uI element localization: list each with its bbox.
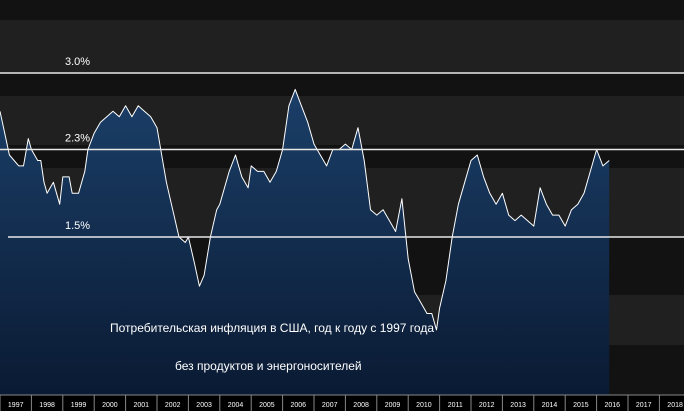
x-tick-label: 2009 (385, 402, 401, 409)
x-axis: 1997 1998 1999 2000 2001 2002 2003 2004 2005 2006… (0, 394, 684, 411)
x-tick-label: 1997 (8, 402, 24, 409)
x-tick-label: 1999 (71, 402, 87, 409)
x-tick-label: 2017 (636, 402, 652, 409)
annotation-line-2: без продуктов и энергоносителей (175, 359, 362, 373)
background-band (0, 0, 684, 20)
x-tick-label: 2007 (322, 402, 338, 409)
reference-label: 3.0% (65, 56, 90, 68)
series-line (0, 88, 610, 331)
x-tick-label: 2012 (479, 402, 495, 409)
x-tick-label: 2016 (605, 402, 621, 409)
x-tick-label: 2013 (510, 402, 526, 409)
x-tick-label: 2018 (667, 402, 683, 409)
x-tick-label: 2008 (353, 402, 369, 409)
annotation-line-1: Потребительская инфляция в США, год к го… (110, 321, 434, 335)
x-tick-label: 1998 (39, 402, 55, 409)
series-area (0, 89, 610, 396)
reference-label: 2.3% (65, 133, 90, 145)
background-band (0, 20, 684, 73)
area-layer (0, 88, 610, 396)
x-tick-label: 2001 (134, 402, 150, 409)
reference-label: 1.5% (65, 220, 90, 232)
reference-lines: 3.0% 2.3% 1.5% (0, 56, 684, 238)
x-tick-label: 2015 (573, 402, 589, 409)
x-tick-label: 2002 (165, 402, 181, 409)
x-tick-label: 2003 (196, 402, 212, 409)
x-tick-label: 2011 (448, 402, 463, 409)
x-tick-label: 2000 (102, 402, 118, 409)
x-tick-label: 2004 (228, 402, 244, 409)
x-tick-label: 2010 (416, 402, 432, 409)
x-tick-label: 2014 (542, 402, 558, 409)
annotations: Потребительская инфляция в США, год к го… (110, 321, 434, 373)
x-tick-label: 2006 (291, 402, 307, 409)
x-tick-label: 2005 (259, 402, 275, 409)
background-band (0, 73, 684, 96)
